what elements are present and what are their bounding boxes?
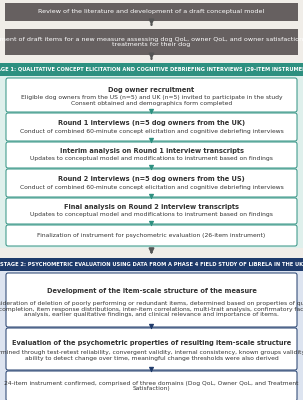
Text: Updates to conceptual model and modifications to instrument based on findings: Updates to conceptual model and modifica… [30,156,273,162]
FancyBboxPatch shape [6,78,297,112]
Text: Consideration of deletion of poorly performing or redundant items, determined ba: Consideration of deletion of poorly perf… [0,301,303,317]
Text: Updates to conceptual model and modifications to instrument based on findings: Updates to conceptual model and modifica… [30,212,273,218]
FancyBboxPatch shape [6,328,297,370]
Text: Finalization of instrument for psychometric evaluation (26-item instrument): Finalization of instrument for psychomet… [37,233,266,238]
Bar [0,76,303,248]
Text: Development of draft items for a new measure assessing dog QoL, owner QoL, and o: Development of draft items for a new mea… [0,37,303,47]
Text: 24-item instrument confirmed, comprised of three domains (Dog QoL, Owner QoL, an: 24-item instrument confirmed, comprised … [4,381,299,391]
Text: Evaluation of the psychometric properties of resulting item-scale structure: Evaluation of the psychometric propertie… [12,340,291,346]
FancyBboxPatch shape [6,225,297,246]
Text: Determined through test-retest reliability, convergent validity, internal consis: Determined through test-retest reliabili… [0,350,303,361]
Text: Round 2 interviews (n=5 dog owners from the US): Round 2 interviews (n=5 dog owners from … [58,176,245,182]
Text: Eligible dog owners from the US (n=5) and UK (n=5) invited to participate in the: Eligible dog owners from the US (n=5) an… [21,95,282,106]
Text: Interim analysis on Round 1 interview transcripts: Interim analysis on Round 1 interview tr… [59,148,244,154]
Bar [5,29,298,55]
Text: Final analysis on Round 2 interview transcripts: Final analysis on Round 2 interview tran… [64,204,239,210]
FancyBboxPatch shape [6,273,297,327]
Text: Review of the literature and development of a draft conceptual model: Review of the literature and development… [38,10,265,14]
Bar [0,271,303,400]
Bar [0,63,303,76]
Bar [0,258,303,271]
Text: Development of the item-scale structure of the measure: Development of the item-scale structure … [47,288,256,294]
Text: STAGE 1: QUALITATIVE CONCEPT ELICITATION AND COGNITIVE DEBRIEFING INTERVIEWS (29: STAGE 1: QUALITATIVE CONCEPT ELICITATION… [0,67,303,72]
Text: Conduct of combined 60-minute concept elicitation and cognitive debriefing inter: Conduct of combined 60-minute concept el… [20,185,283,190]
Text: STAGE 2: PSYCHOMETRIC EVALUATION USING DATA FROM A PHASE 4 FIELD STUDY OF LIBREL: STAGE 2: PSYCHOMETRIC EVALUATION USING D… [0,262,303,267]
FancyBboxPatch shape [6,113,297,141]
Bar [5,3,298,21]
FancyBboxPatch shape [6,169,297,197]
FancyBboxPatch shape [6,198,297,224]
Text: Round 1 interviews (n=5 dog owners from the UK): Round 1 interviews (n=5 dog owners from … [58,120,245,126]
FancyBboxPatch shape [6,371,297,400]
FancyBboxPatch shape [6,142,297,168]
Text: Dog owner recruitment: Dog owner recruitment [108,87,195,93]
Text: Conduct of combined 60-minute concept elicitation and cognitive debriefing inter: Conduct of combined 60-minute concept el… [20,129,283,134]
